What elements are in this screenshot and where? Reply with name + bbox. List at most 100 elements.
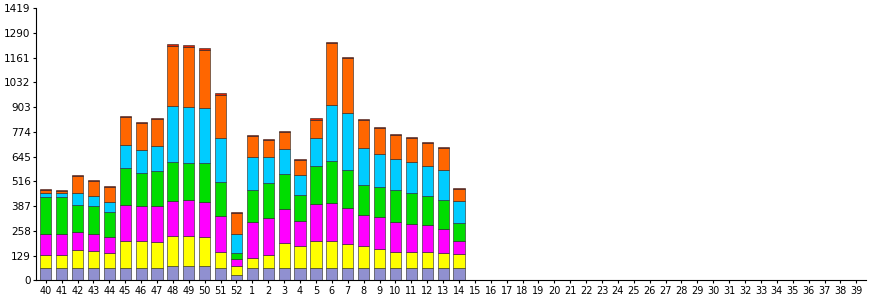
Bar [389,160,401,190]
Bar [56,190,67,191]
Bar [56,268,67,280]
Bar [151,268,163,280]
Bar [342,268,353,280]
Bar [40,255,51,268]
Bar [247,136,257,157]
Bar [278,131,289,132]
Bar [437,148,448,170]
Bar [230,274,242,280]
Bar [453,268,464,280]
Bar [421,196,432,225]
Bar [120,145,130,168]
Bar [405,137,416,138]
Bar [88,180,99,181]
Bar [120,116,130,117]
Bar [278,149,289,174]
Bar [72,175,83,176]
Bar [199,163,210,202]
Bar [278,209,289,243]
Bar [389,190,401,222]
Bar [151,146,163,171]
Bar [199,202,210,237]
Bar [167,162,178,201]
Bar [88,206,99,234]
Bar [358,246,368,268]
Bar [103,212,115,237]
Bar [421,225,432,253]
Bar [72,205,83,232]
Bar [230,254,242,259]
Bar [215,93,226,95]
Bar [136,241,147,268]
Bar [374,128,385,154]
Bar [310,241,322,268]
Bar [342,113,353,170]
Bar [262,140,274,157]
Bar [405,193,416,224]
Bar [294,175,305,195]
Bar [437,268,448,280]
Bar [199,48,210,50]
Bar [358,119,368,120]
Bar [278,132,289,149]
Bar [262,268,274,280]
Bar [167,46,178,106]
Bar [136,206,147,241]
Bar [405,138,416,162]
Bar [88,196,99,206]
Bar [72,250,83,268]
Bar [278,174,289,209]
Bar [405,224,416,253]
Bar [389,251,401,268]
Bar [262,255,274,268]
Bar [167,106,178,162]
Bar [183,236,194,266]
Bar [56,234,67,255]
Bar [342,244,353,268]
Bar [56,191,67,193]
Bar [136,173,147,206]
Bar [215,182,226,216]
Bar [40,197,51,234]
Bar [103,254,115,268]
Bar [151,242,163,268]
Bar [405,268,416,280]
Bar [326,241,337,268]
Bar [310,120,322,138]
Bar [294,160,305,161]
Bar [72,176,83,193]
Bar [103,187,115,202]
Bar [167,266,178,280]
Bar [374,268,385,280]
Bar [326,202,337,241]
Bar [72,193,83,205]
Bar [40,193,51,197]
Bar [183,200,194,236]
Bar [437,147,448,148]
Bar [120,268,130,280]
Bar [120,206,130,241]
Bar [278,243,289,268]
Bar [199,266,210,280]
Bar [247,222,257,258]
Bar [103,237,115,253]
Bar [120,241,130,268]
Bar [342,208,353,244]
Bar [230,212,242,213]
Bar [120,168,130,206]
Bar [103,268,115,280]
Bar [183,107,194,163]
Bar [358,215,368,246]
Bar [167,44,178,46]
Bar [405,253,416,268]
Bar [72,268,83,280]
Bar [421,143,432,166]
Bar [326,105,337,161]
Bar [294,160,305,175]
Bar [72,232,83,250]
Bar [167,201,178,236]
Bar [151,171,163,206]
Bar [342,170,353,208]
Bar [230,259,242,266]
Bar [215,253,226,268]
